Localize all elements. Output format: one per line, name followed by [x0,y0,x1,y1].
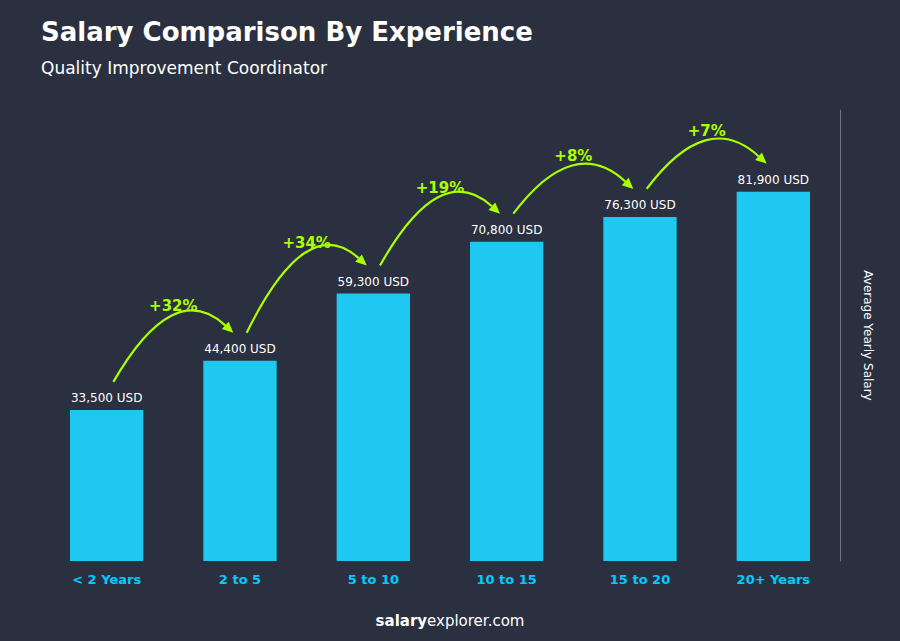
svg-text:+7%: +7% [688,122,726,140]
svg-text:44,400 USD: 44,400 USD [204,342,275,356]
svg-text:76,300 USD: 76,300 USD [604,198,675,212]
svg-text:2 to 5: 2 to 5 [219,572,261,587]
svg-text:+34%: +34% [282,234,330,252]
svg-text:33,500 USD: 33,500 USD [71,391,142,405]
svg-text:20+ Years: 20+ Years [737,572,811,587]
svg-text:Quality Improvement Coordinato: Quality Improvement Coordinator [41,58,327,78]
svg-text:explorer.com: explorer.com [427,612,524,630]
svg-text:Salary Comparison By Experienc: Salary Comparison By Experience [41,17,533,47]
svg-text:salary: salary [376,612,428,630]
svg-text:< 2 Years: < 2 Years [72,572,141,587]
svg-text:+19%: +19% [416,179,464,197]
svg-text:10 to 15: 10 to 15 [476,572,536,587]
svg-text:59,300 USD: 59,300 USD [338,275,409,289]
svg-text:+8%: +8% [554,147,592,165]
svg-text:5 to 10: 5 to 10 [348,572,399,587]
svg-text:Average Yearly Salary: Average Yearly Salary [861,270,875,400]
svg-text:81,900 USD: 81,900 USD [738,173,809,187]
svg-text:+32%: +32% [149,297,197,315]
svg-text:15 to 20: 15 to 20 [610,572,670,587]
svg-text:70,800 USD: 70,800 USD [471,223,542,237]
